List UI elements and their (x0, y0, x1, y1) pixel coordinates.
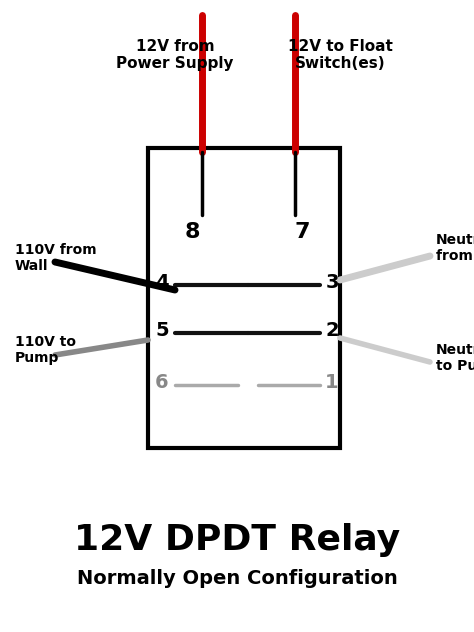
Text: 4: 4 (155, 272, 169, 291)
Text: 12V from
Power Supply: 12V from Power Supply (116, 39, 234, 71)
Text: 12V to Float
Switch(es): 12V to Float Switch(es) (288, 39, 392, 71)
Text: 12V DPDT Relay: 12V DPDT Relay (74, 523, 400, 557)
Text: 110V from
Wall: 110V from Wall (15, 243, 97, 273)
Text: Normally Open Configuration: Normally Open Configuration (77, 569, 397, 588)
Bar (148, 148, 340, 448)
Text: Neutral
to Pump: Neutral to Pump (436, 343, 474, 373)
Text: 110V to
Pump: 110V to Pump (15, 335, 76, 365)
Text: 3: 3 (325, 272, 339, 291)
Text: 6: 6 (155, 372, 169, 391)
Text: Neutral
from Wall: Neutral from Wall (436, 233, 474, 263)
Text: 5: 5 (155, 320, 169, 339)
Text: 2: 2 (325, 320, 339, 339)
Text: 7: 7 (294, 222, 310, 242)
Text: 8: 8 (184, 222, 200, 242)
Text: 1: 1 (325, 372, 339, 391)
